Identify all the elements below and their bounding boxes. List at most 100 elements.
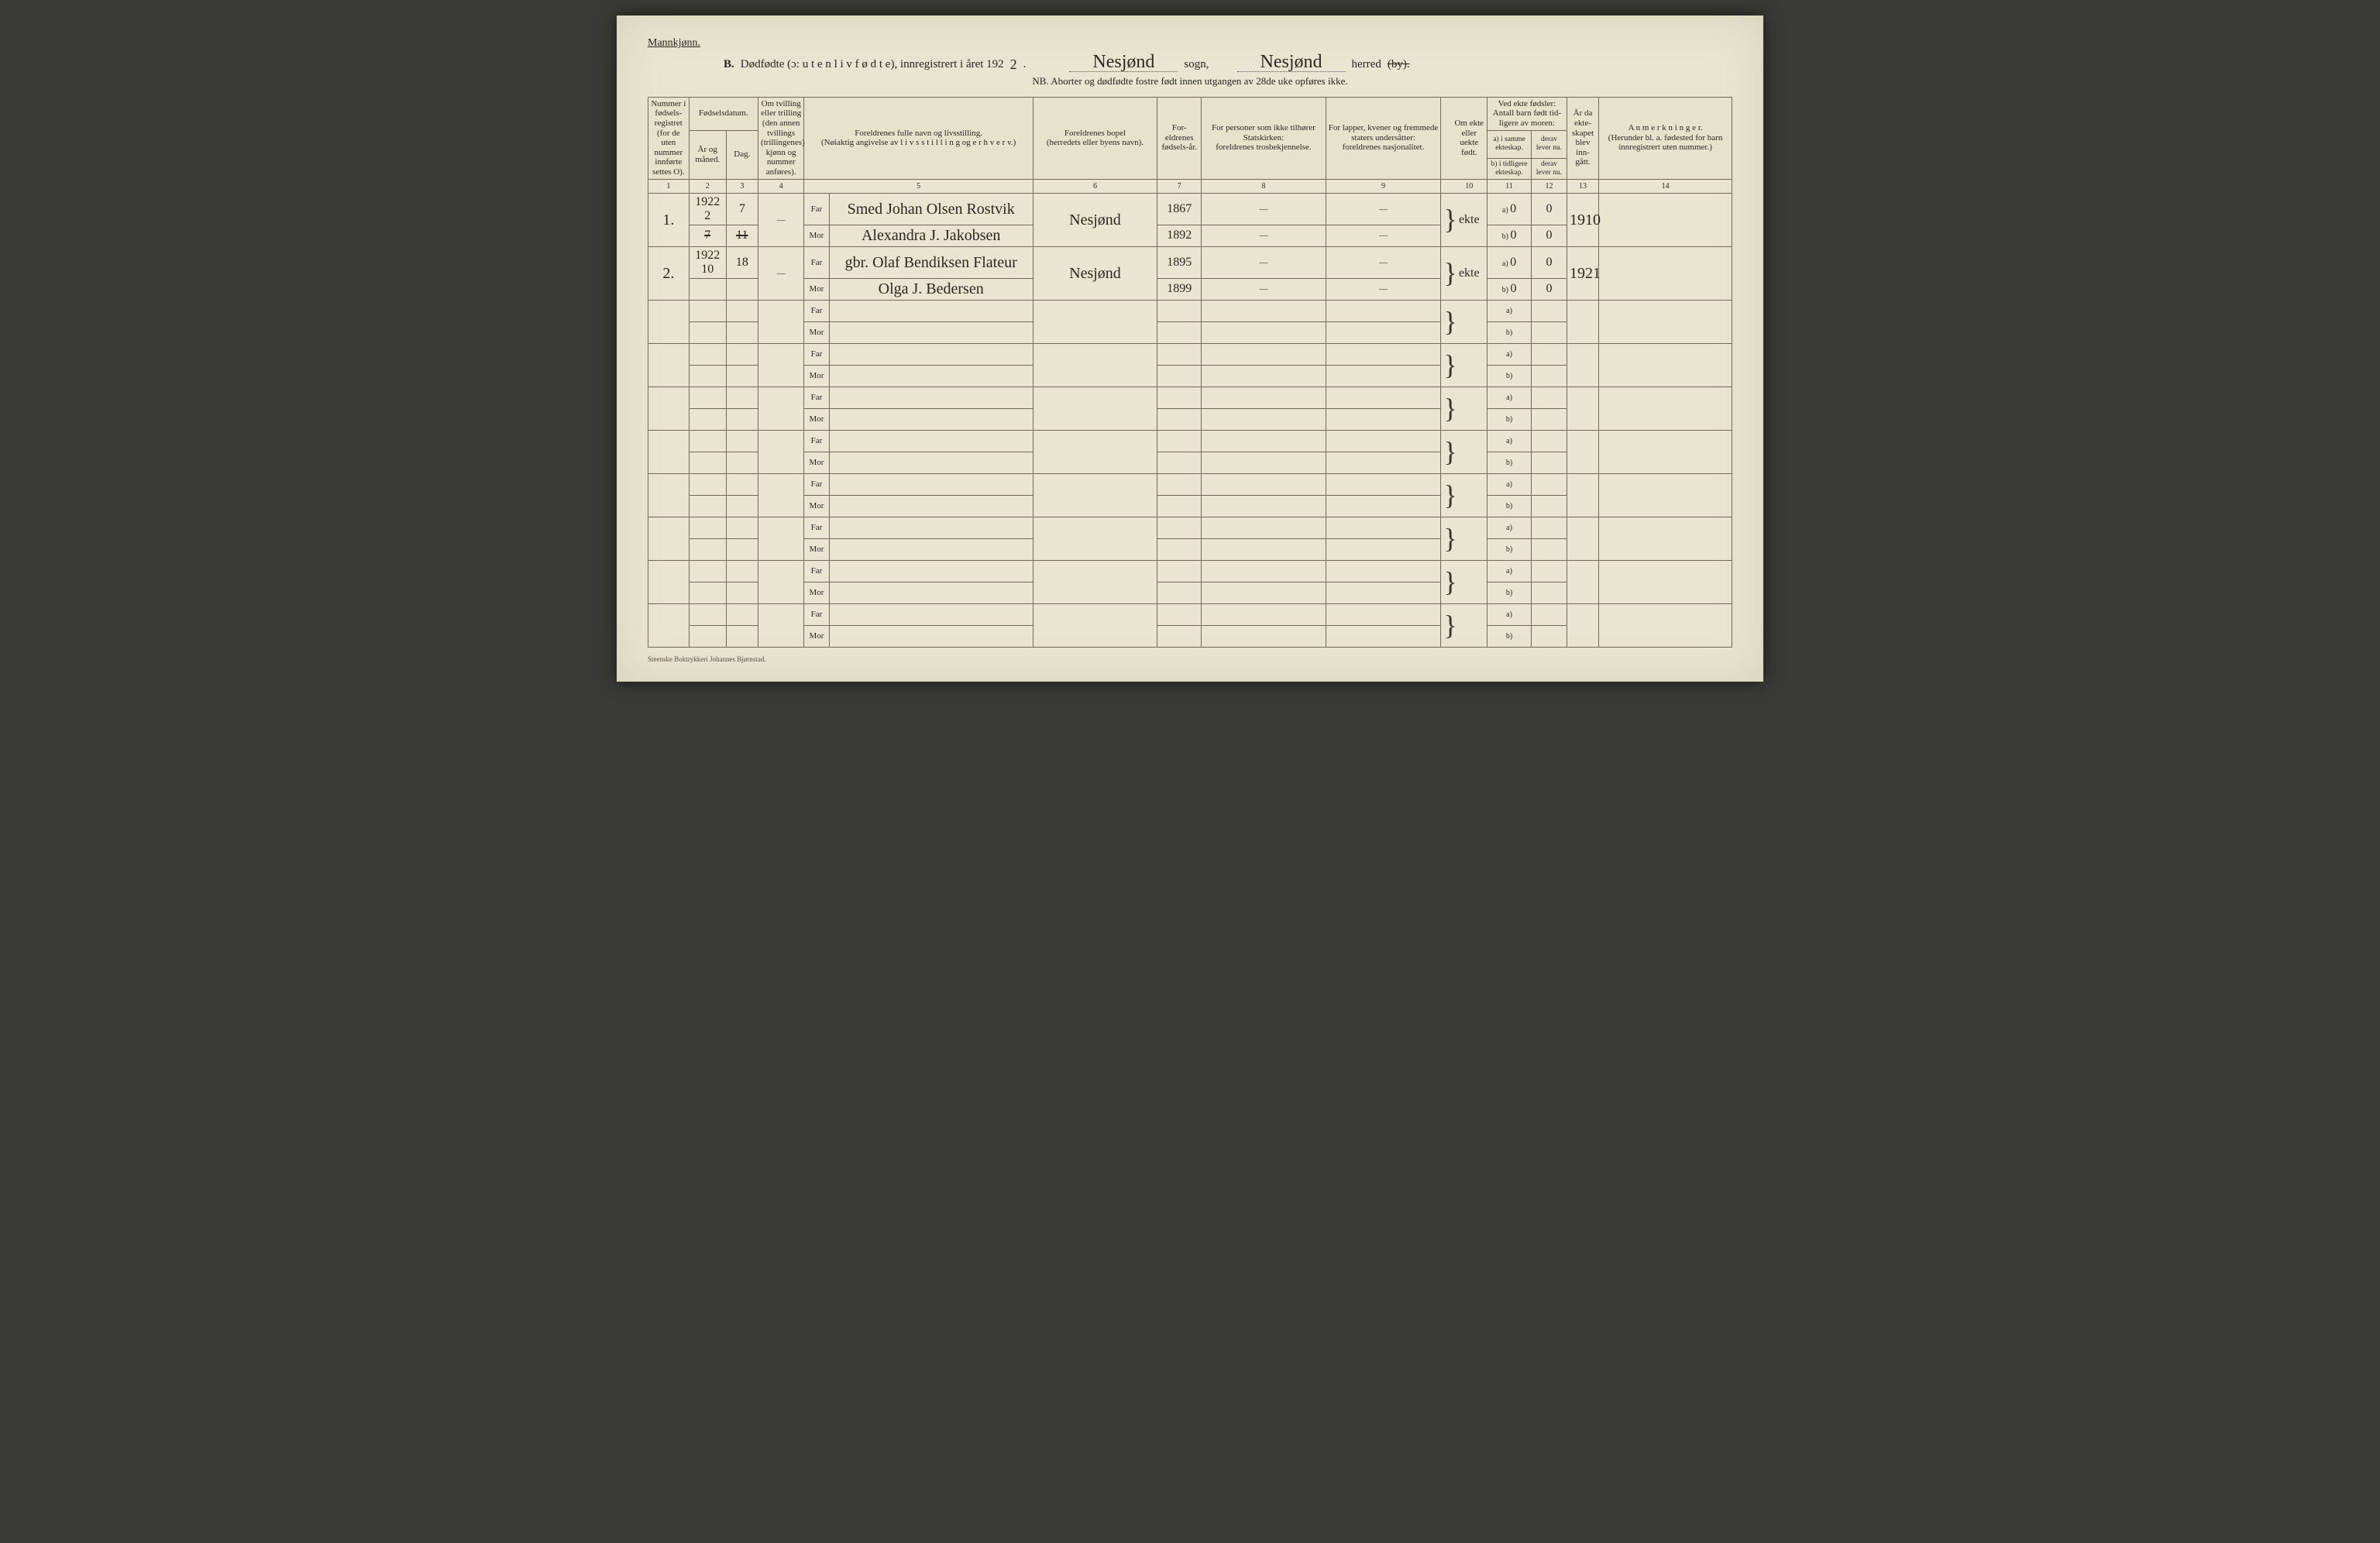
entry-year-top (689, 343, 726, 365)
mor-faith (1202, 408, 1326, 430)
brace-icon: } (1441, 430, 1452, 473)
mor-birthyear (1157, 538, 1202, 560)
entry-bopel (1033, 343, 1157, 387)
herred-label: herred (1352, 58, 1381, 71)
b-prev-marriage: b) (1487, 625, 1531, 647)
far-faith: — (1202, 246, 1326, 278)
entry-bopel (1033, 603, 1157, 647)
col4-header: Om tvilling eller trilling (den annen tv… (758, 97, 804, 179)
far-name (829, 560, 1033, 582)
entry-year-top (689, 517, 726, 538)
far-name (829, 430, 1033, 452)
marriage-year (1567, 430, 1598, 473)
title-main: Dødfødte (ɔ: u t e n l i v f ø d t e), i… (741, 58, 1004, 71)
a-same-marriage: a) (1487, 430, 1531, 452)
mor-label: Mor (804, 538, 829, 560)
entry-day (726, 387, 758, 408)
far-name (829, 473, 1033, 495)
remarks (1599, 343, 1732, 387)
entry-bopel (1033, 517, 1157, 560)
mor-birthyear (1157, 365, 1202, 387)
entry-year-top (689, 387, 726, 408)
a-lever (1532, 517, 1567, 538)
mor-name (829, 625, 1033, 647)
far-nationality (1326, 430, 1441, 452)
entry-year-top: 19222 (689, 193, 726, 225)
far-name (829, 387, 1033, 408)
b-prev-marriage: b) (1487, 321, 1531, 343)
mor-nationality (1326, 452, 1441, 473)
entry-day (726, 300, 758, 321)
far-nationality (1326, 603, 1441, 625)
far-label: Far (804, 387, 829, 408)
b-prev-marriage: b) (1487, 408, 1531, 430)
mor-name (829, 495, 1033, 517)
entry-number (648, 603, 690, 647)
mor-label: Mor (804, 452, 829, 473)
brace-icon: } (1441, 193, 1452, 246)
entry-bopel: Nesjønd (1033, 246, 1157, 300)
a-lever (1532, 343, 1567, 365)
b-lever (1532, 321, 1567, 343)
entry-month-struck: 7 (689, 225, 726, 246)
mor-nationality (1326, 538, 1441, 560)
far-nationality (1326, 473, 1441, 495)
entry-month-struck (689, 625, 726, 647)
remarks (1599, 603, 1732, 647)
b-lever (1532, 365, 1567, 387)
gender-label: Mannkjønn. (648, 37, 700, 49)
brace-icon: } (1441, 300, 1452, 343)
col7-header: For-eldrenes fødsels-år. (1157, 97, 1202, 179)
col1-header: Nummer i fødsels-registret (for de uten … (648, 97, 690, 179)
far-birthyear (1157, 473, 1202, 495)
col12b-header: derav lever nu. (1532, 158, 1567, 179)
mor-birthyear (1157, 408, 1202, 430)
sogn-label: sogn, (1184, 58, 1209, 71)
mor-faith (1202, 538, 1326, 560)
entry-day-struck (726, 495, 758, 517)
far-label: Far (804, 603, 829, 625)
entry-number (648, 300, 690, 343)
section-b: B. (724, 58, 734, 71)
col2-header-top: Fødselsdatum. (689, 97, 758, 130)
a-same-marriage: a) (1487, 387, 1531, 408)
far-nationality (1326, 517, 1441, 538)
a-same-marriage: a) (1487, 343, 1531, 365)
entry-day (726, 473, 758, 495)
entry-day-struck (726, 365, 758, 387)
entry-twins (758, 387, 804, 430)
far-birthyear (1157, 300, 1202, 321)
col9-header: For lapper, kvener og fremmede staters u… (1326, 97, 1441, 179)
sogn-handwritten: Nesjønd (1069, 54, 1178, 72)
entry-month-struck (689, 452, 726, 473)
far-nationality: — (1326, 193, 1441, 225)
register-table: Nummer i fødsels-registret (for de uten … (648, 97, 1732, 648)
mor-nationality (1326, 582, 1441, 603)
entry-year-top (689, 560, 726, 582)
far-name (829, 603, 1033, 625)
remarks (1599, 246, 1732, 300)
entry-month-struck (689, 538, 726, 560)
far-label: Far (804, 343, 829, 365)
entry-month-struck (689, 321, 726, 343)
far-name (829, 343, 1033, 365)
entry-year-top: 192210 (689, 246, 726, 278)
b-lever (1532, 452, 1567, 473)
entry-day-struck (726, 538, 758, 560)
col10-header: Om ekte eller uekte født. (1452, 97, 1488, 179)
entry-row-far: Far}a) (648, 603, 1732, 625)
col2a-header: År og måned. (689, 130, 726, 179)
entry-row-far: Far}a) (648, 343, 1732, 365)
brace-icon: } (1441, 387, 1452, 430)
mor-label: Mor (804, 278, 829, 300)
b-lever (1532, 582, 1567, 603)
far-faith (1202, 387, 1326, 408)
far-nationality (1326, 560, 1441, 582)
b-prev-marriage: b) (1487, 365, 1531, 387)
entry-row-far: Far}a) (648, 300, 1732, 321)
far-birthyear (1157, 560, 1202, 582)
entry-bopel (1033, 300, 1157, 343)
far-nationality: — (1326, 246, 1441, 278)
entry-month-struck (689, 278, 726, 300)
col6-header: Foreldrenes bopel (herredets eller byens… (1033, 97, 1157, 179)
